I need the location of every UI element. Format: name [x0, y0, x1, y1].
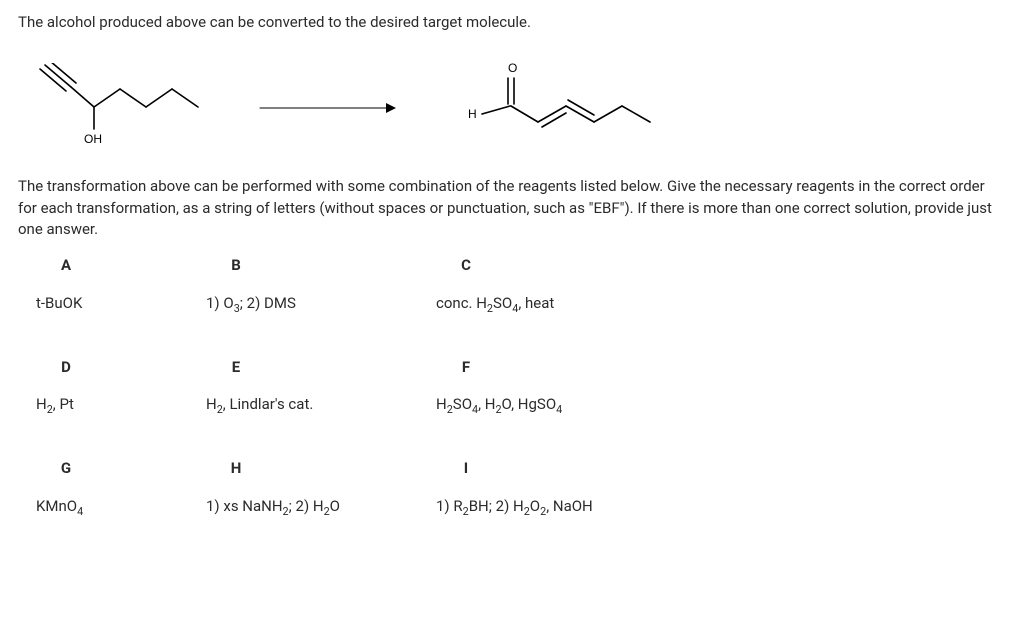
reagent-letter: D	[36, 357, 96, 379]
reagent-cell-B: B 1) O3; 2) DMS	[206, 255, 436, 315]
reagent-text: 1) R2BH; 2) H2O2, NaOH	[436, 496, 716, 518]
reagent-text: H2, Lindlar's cat.	[206, 394, 436, 416]
reagent-text: conc. H2SO4, heat	[436, 293, 716, 315]
product-o-label: O	[508, 61, 517, 75]
reagent-letter: G	[36, 458, 96, 480]
reagent-letter: F	[436, 357, 496, 379]
product-h-label: H	[468, 107, 477, 121]
reagent-cell-I: I 1) R2BH; 2) H2O2, NaOH	[436, 458, 716, 518]
reagent-text: H2, Pt	[36, 394, 206, 416]
reagent-cell-F: F H2SO4, H2O, HgSO4	[436, 357, 716, 417]
reagent-letter: A	[36, 255, 96, 277]
reagent-text: t-BuOK	[36, 293, 206, 315]
reagent-letter: E	[206, 357, 266, 379]
question-prompt: The transformation above can be performe…	[18, 176, 1006, 241]
product-structure: O H	[438, 58, 668, 158]
reagent-text: 1) xs NaNH2; 2) H2O	[206, 496, 436, 518]
reagent-letter: H	[206, 458, 266, 480]
reagent-text: H2SO4, H2O, HgSO4	[436, 394, 716, 416]
reaction-arrow	[258, 98, 398, 118]
oh-label: OH	[84, 132, 102, 146]
reagent-cell-E: E H2, Lindlar's cat.	[206, 357, 436, 417]
reagent-letter: I	[436, 458, 496, 480]
reagent-text: 1) O3; 2) DMS	[206, 293, 436, 315]
reaction-scheme: OH O H	[18, 58, 1006, 158]
reagent-cell-A: A t-BuOK	[36, 255, 206, 315]
reagent-text: KMnO4	[36, 496, 206, 518]
reagent-table: A t-BuOK B 1) O3; 2) DMS C conc. H2SO4, …	[18, 255, 1006, 518]
reagent-cell-G: G KMnO4	[36, 458, 206, 518]
reagent-cell-C: C conc. H2SO4, heat	[436, 255, 716, 315]
reagent-cell-H: H 1) xs NaNH2; 2) H2O	[206, 458, 436, 518]
reagent-letter: B	[206, 255, 266, 277]
reagent-letter: C	[436, 255, 496, 277]
intro-text: The alcohol produced above can be conver…	[18, 12, 1006, 34]
starting-material-structure: OH	[28, 63, 218, 153]
reagent-cell-D: D H2, Pt	[36, 357, 206, 417]
